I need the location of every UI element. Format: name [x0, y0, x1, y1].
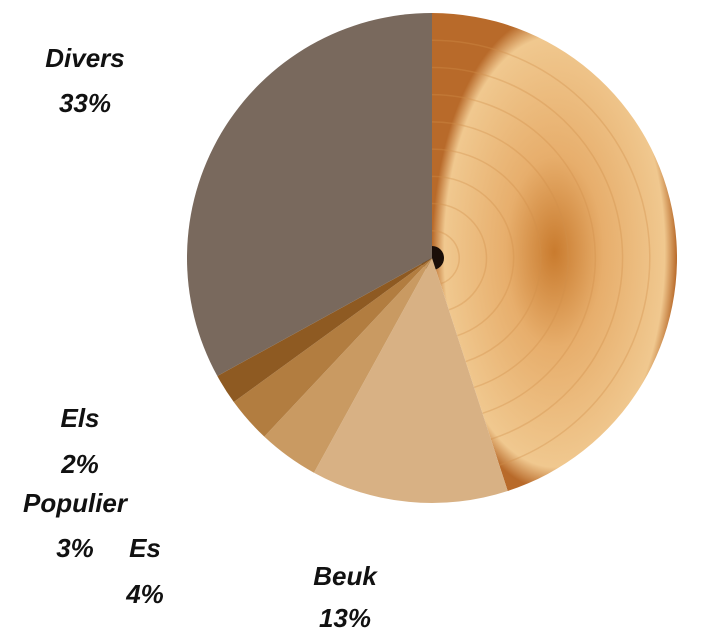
wood-ring [431, 39, 651, 466]
wood-ring [431, 202, 488, 311]
pie-slice [313, 258, 508, 503]
wood-ring [431, 175, 515, 337]
wood-ring [431, 93, 597, 415]
slice-value-label: 3% [56, 533, 94, 563]
pie [187, 13, 677, 503]
slice-label: Populier [23, 488, 129, 518]
slice-value-label: 2% [60, 449, 99, 479]
wood-ring [431, 230, 460, 285]
pie-slice [432, 13, 677, 492]
slice-label: Els [60, 403, 99, 433]
slice-value-label: 33% [59, 88, 111, 118]
pie-slice [264, 258, 432, 473]
slice-value-label: 13% [319, 603, 371, 633]
slice-label: Beuk [313, 561, 378, 591]
pie-slice [217, 258, 432, 403]
slice-label: Es [129, 533, 161, 563]
pie-slice [187, 13, 432, 377]
wood-ring [431, 66, 624, 440]
wood-ring [431, 121, 569, 389]
wood-ring [431, 148, 542, 363]
slice-label: Divers [45, 43, 125, 73]
pie-slice [233, 258, 432, 437]
slice-value-label: 4% [125, 579, 164, 609]
